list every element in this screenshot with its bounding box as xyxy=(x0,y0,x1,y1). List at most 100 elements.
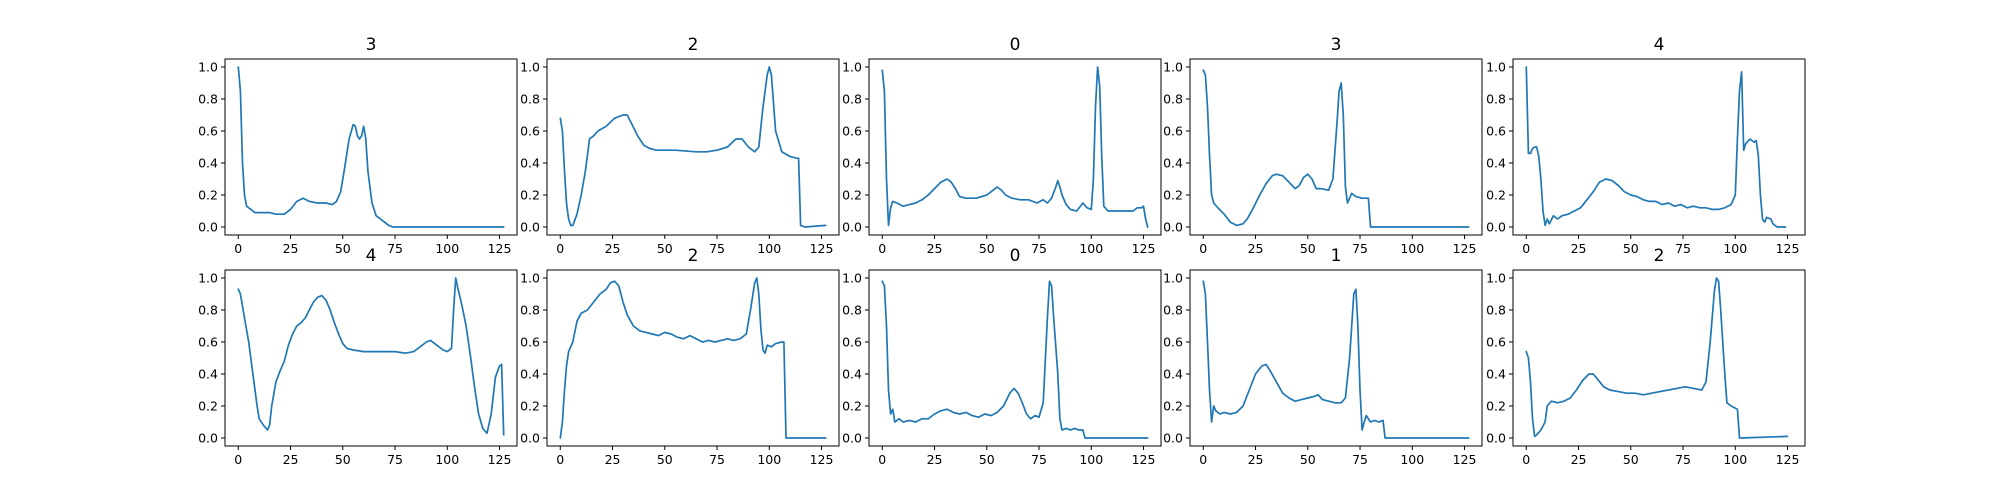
y-tick-label: 0.2 xyxy=(520,188,540,203)
y-tick-label: 0.6 xyxy=(198,335,218,350)
x-tick-label: 125 xyxy=(1132,241,1156,256)
x-tick-label: 100 xyxy=(1400,241,1424,256)
x-tick-label: 0 xyxy=(1522,452,1530,467)
x-tick-label: 100 xyxy=(1723,452,1747,467)
series-line xyxy=(1202,69,1470,228)
y-tick-label: 0.0 xyxy=(198,220,218,235)
series-line xyxy=(1202,280,1470,439)
x-tick-label: 0 xyxy=(878,452,886,467)
subplot-3: 0 0 25 50 75 100 125 0.0 0.2 0.4 0.6 0.8 1.0 xyxy=(842,35,1162,256)
y-tick-label: 0.0 xyxy=(1486,431,1506,446)
x-tick-label: 125 xyxy=(488,452,512,467)
y-tick-label: 0.4 xyxy=(520,367,540,382)
y-tick-label: 0.0 xyxy=(520,220,540,235)
y-tick-label: 0.4 xyxy=(1163,156,1183,171)
x-tick-label: 0 xyxy=(1199,241,1207,256)
y-tick-label: 0.4 xyxy=(198,367,218,382)
y-tick-label: 0.0 xyxy=(842,431,862,446)
y-tick-label: 0.0 xyxy=(1163,431,1183,446)
axes-frame xyxy=(546,58,840,236)
x-tick-label: 100 xyxy=(1079,452,1103,467)
y-tick-label: 0.8 xyxy=(198,303,218,318)
y-tick-label: 1.0 xyxy=(842,271,862,286)
subplot-10: 2 0 25 50 75 100 125 0.0 0.2 0.4 0.6 0.8 1.0 xyxy=(1486,246,1806,467)
y-tick-label: 1.0 xyxy=(1163,60,1183,75)
y-tick-label: 1.0 xyxy=(198,271,218,286)
x-tick-label: 25 xyxy=(605,452,621,467)
y-tick-label: 0.2 xyxy=(842,188,862,203)
y-tick-label: 0.4 xyxy=(1163,367,1183,382)
axes-frame xyxy=(868,58,1162,236)
subplot-9: 1 0 25 50 75 100 125 0.0 0.2 0.4 0.6 0.8 1.0 xyxy=(1163,246,1483,467)
y-tick-label: 0.4 xyxy=(842,367,862,382)
x-tick-label: 100 xyxy=(1079,241,1103,256)
axes-frame xyxy=(224,58,518,236)
y-tick-label: 0.2 xyxy=(1163,188,1183,203)
axes-frame xyxy=(1512,269,1806,447)
y-tick-label: 0.4 xyxy=(198,156,218,171)
subplot-5: 4 0 25 50 75 100 125 0.0 0.2 0.4 0.6 0.8 1.0 xyxy=(1486,35,1806,256)
x-tick-label: 50 xyxy=(335,452,351,467)
y-tick-label: 0.0 xyxy=(198,431,218,446)
y-tick-label: 0.2 xyxy=(842,399,862,414)
x-tick-label: 75 xyxy=(1031,452,1047,467)
y-tick-label: 0.6 xyxy=(1163,335,1183,350)
x-tick-label: 125 xyxy=(1132,452,1156,467)
series-line xyxy=(881,66,1149,228)
x-tick-label: 125 xyxy=(810,452,834,467)
x-tick-label: 75 xyxy=(1675,452,1691,467)
subplot-title: 3 xyxy=(366,35,377,55)
subplot-1: 3 0 25 50 75 100 125 0.0 0.2 0.4 0.6 0.8 1.0 xyxy=(198,35,518,256)
x-tick-label: 25 xyxy=(605,241,621,256)
subplot-title: 1 xyxy=(1331,246,1342,266)
axes-frame xyxy=(224,269,518,447)
y-tick-label: 0.8 xyxy=(1163,303,1183,318)
x-tick-label: 75 xyxy=(387,452,403,467)
subplot-title: 4 xyxy=(366,246,377,266)
y-tick-label: 0.8 xyxy=(1486,92,1506,107)
y-tick-label: 0.8 xyxy=(520,92,540,107)
x-tick-label: 25 xyxy=(1571,241,1587,256)
series-line xyxy=(1525,277,1789,439)
x-tick-label: 0 xyxy=(878,241,886,256)
x-tick-label: 75 xyxy=(709,452,725,467)
y-tick-label: 0.2 xyxy=(1163,399,1183,414)
subplot-title: 2 xyxy=(688,35,699,55)
y-tick-label: 1.0 xyxy=(1163,271,1183,286)
y-tick-label: 0.8 xyxy=(1486,303,1506,318)
y-tick-label: 0.6 xyxy=(520,124,540,139)
x-tick-label: 0 xyxy=(1199,452,1207,467)
x-tick-label: 125 xyxy=(1776,452,1800,467)
y-tick-label: 0.0 xyxy=(842,220,862,235)
subplot-title: 2 xyxy=(1654,246,1665,266)
x-tick-label: 75 xyxy=(387,241,403,256)
x-tick-label: 50 xyxy=(1300,452,1316,467)
y-tick-label: 0.6 xyxy=(198,124,218,139)
x-tick-label: 100 xyxy=(1723,241,1747,256)
y-tick-label: 0.8 xyxy=(842,92,862,107)
x-tick-label: 25 xyxy=(1571,452,1587,467)
subplot-title: 0 xyxy=(1010,246,1021,266)
axes-frame xyxy=(868,269,1162,447)
x-tick-label: 25 xyxy=(283,241,299,256)
x-tick-label: 75 xyxy=(1352,241,1368,256)
series-line xyxy=(559,277,827,439)
x-tick-label: 50 xyxy=(657,241,673,256)
axes-frame xyxy=(1189,58,1483,236)
series-line xyxy=(237,66,505,228)
x-tick-label: 125 xyxy=(488,241,512,256)
y-tick-label: 0.8 xyxy=(842,303,862,318)
subplot-8: 0 0 25 50 75 100 125 0.0 0.2 0.4 0.6 0.8 1.0 xyxy=(842,246,1162,467)
x-tick-label: 25 xyxy=(283,452,299,467)
series-line xyxy=(1525,66,1787,228)
y-tick-label: 0.2 xyxy=(520,399,540,414)
y-tick-label: 0.0 xyxy=(1486,220,1506,235)
y-tick-label: 0.0 xyxy=(520,431,540,446)
x-tick-label: 75 xyxy=(1675,241,1691,256)
y-tick-label: 0.2 xyxy=(198,188,218,203)
y-tick-label: 1.0 xyxy=(842,60,862,75)
x-tick-label: 50 xyxy=(657,452,673,467)
y-tick-label: 0.4 xyxy=(842,156,862,171)
y-tick-label: 0.4 xyxy=(1486,156,1506,171)
